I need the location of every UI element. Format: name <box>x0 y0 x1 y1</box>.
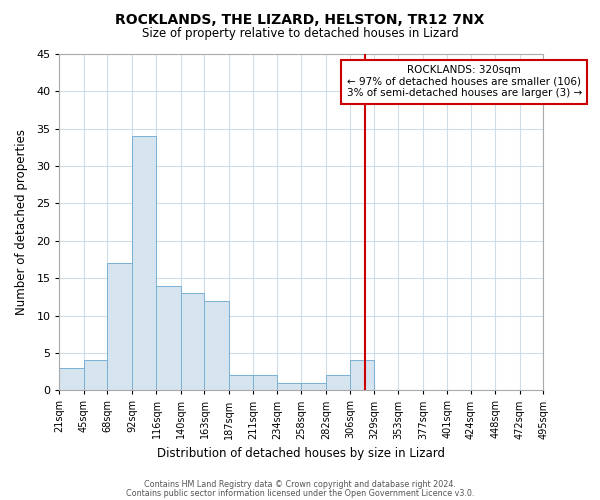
Bar <box>350 360 374 390</box>
Bar <box>326 376 350 390</box>
Bar <box>301 383 326 390</box>
Text: ROCKLANDS, THE LIZARD, HELSTON, TR12 7NX: ROCKLANDS, THE LIZARD, HELSTON, TR12 7NX <box>115 12 485 26</box>
Y-axis label: Number of detached properties: Number of detached properties <box>15 129 28 315</box>
Bar <box>132 136 157 390</box>
Text: ROCKLANDS: 320sqm
← 97% of detached houses are smaller (106)
3% of semi-detached: ROCKLANDS: 320sqm ← 97% of detached hous… <box>347 65 582 98</box>
Bar <box>84 360 107 390</box>
Bar <box>229 376 253 390</box>
Text: Size of property relative to detached houses in Lizard: Size of property relative to detached ho… <box>142 28 458 40</box>
Text: Contains public sector information licensed under the Open Government Licence v3: Contains public sector information licen… <box>126 488 474 498</box>
Bar <box>205 300 229 390</box>
Bar <box>107 263 132 390</box>
X-axis label: Distribution of detached houses by size in Lizard: Distribution of detached houses by size … <box>157 447 445 460</box>
Bar <box>157 286 181 391</box>
Bar <box>277 383 301 390</box>
Bar <box>59 368 84 390</box>
Bar <box>181 293 205 390</box>
Text: Contains HM Land Registry data © Crown copyright and database right 2024.: Contains HM Land Registry data © Crown c… <box>144 480 456 489</box>
Bar <box>253 376 277 390</box>
